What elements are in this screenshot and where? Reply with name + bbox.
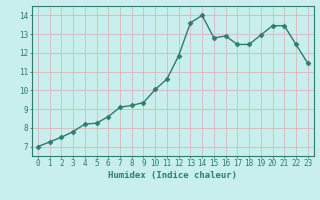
X-axis label: Humidex (Indice chaleur): Humidex (Indice chaleur) xyxy=(108,171,237,180)
